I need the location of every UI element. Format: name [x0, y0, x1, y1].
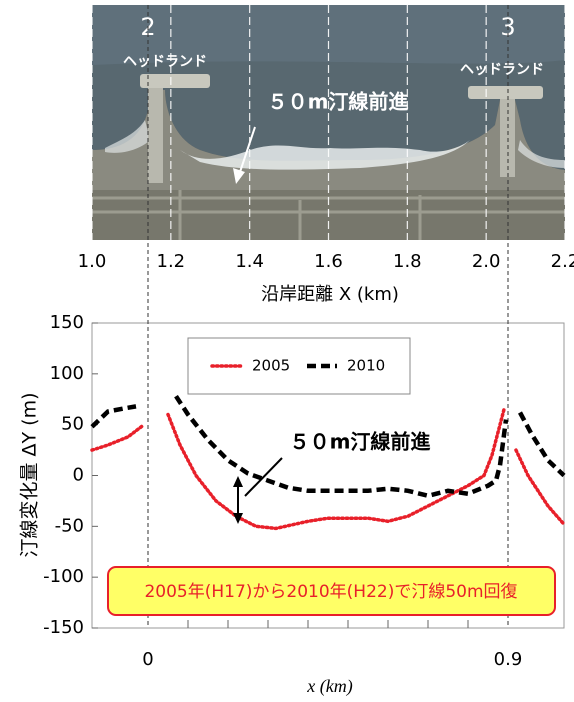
- y-tick-label: 0: [73, 465, 84, 486]
- chart-annotation: ５０m汀線前進: [290, 430, 431, 454]
- photo-x-tick-label: 1.6: [314, 251, 343, 272]
- y-tick-label: -100: [43, 566, 84, 587]
- series-line: [90, 407, 566, 531]
- y-tick-label: 100: [50, 363, 84, 384]
- photo-arrow: [233, 126, 256, 184]
- legend-label: 2005: [252, 357, 290, 375]
- x-axis-label: x (km): [306, 676, 352, 697]
- photo-x-tick-label: 1.8: [393, 251, 422, 272]
- photo-x-label: 沿岸距離 X (km): [261, 284, 399, 305]
- series-line: [90, 394, 566, 499]
- headland-label: ヘッドランド: [460, 62, 544, 78]
- note-box: [107, 566, 556, 616]
- photo-x-tick-label: 2.0: [472, 251, 501, 272]
- note: 2005年(H17)から2010年(H22)で汀線50m回復: [144, 582, 517, 602]
- x-tick-label: 0.9: [494, 649, 523, 670]
- photo-x-tick-label: 1.0: [78, 251, 107, 272]
- y-tick-label: -150: [43, 617, 84, 638]
- photo-annotation: ５０m汀線前進: [268, 90, 409, 114]
- y-tick-label: 150: [50, 312, 84, 333]
- difference-arrow: [233, 457, 283, 524]
- y-tick-label: -50: [55, 515, 84, 536]
- legend-label: 2010: [347, 357, 385, 375]
- y-tick-label: 50: [61, 414, 84, 435]
- y-axis-label: 汀線変化量 ΔY (m): [19, 392, 41, 557]
- photo-x-tick-label: 2.2: [551, 251, 574, 272]
- headland-label: ヘッドランド: [123, 54, 207, 70]
- photo-x-tick-label: 1.4: [235, 251, 264, 272]
- photo-x-tick-label: 1.2: [157, 251, 186, 272]
- x-tick-label: 0: [142, 649, 153, 670]
